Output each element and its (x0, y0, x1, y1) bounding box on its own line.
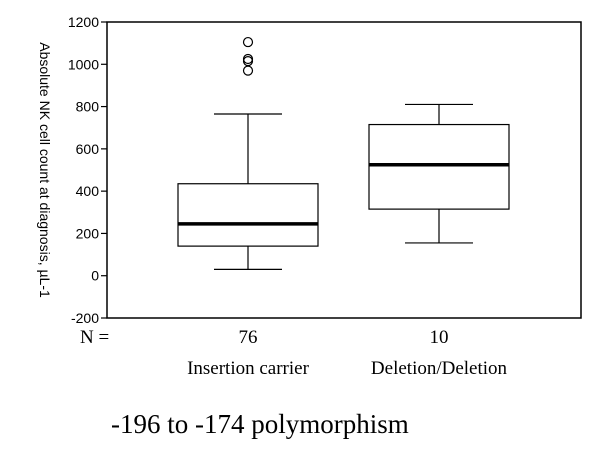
y-tick-label: 1000 (68, 56, 99, 72)
y-tick-label: 400 (76, 183, 100, 199)
outlier-point (242, 65, 254, 76)
y-tick-label: 1200 (68, 14, 99, 30)
y-axis: -200 0 200 400 600 800 1000 1200 (68, 14, 107, 326)
y-tick-label: 200 (76, 225, 100, 241)
x-axis-title: -196 to -174 polymorphism (111, 409, 409, 439)
y-axis-label: Absolute NK cell count at diagnosis, µL-… (37, 42, 53, 298)
n-label: N = (80, 327, 109, 348)
y-tick-label: 600 (76, 141, 100, 157)
box-series: 76 Insertion carrier 10 Deletion/Deletion (177, 36, 510, 379)
n-count-label: 10 (430, 327, 449, 348)
box-group: 10 Deletion/Deletion (368, 103, 510, 379)
y-tick-label: 800 (76, 99, 100, 115)
y-tick-label: -200 (71, 310, 99, 326)
box-iqr (177, 183, 319, 247)
n-count-label: 76 (239, 327, 258, 348)
outlier-point (242, 53, 254, 65)
box-group: 76 Insertion carrier (177, 36, 319, 379)
box-iqr (368, 123, 510, 210)
outlier-point (242, 56, 254, 67)
category-label: Deletion/Deletion (371, 358, 508, 379)
category-label: Insertion carrier (187, 358, 310, 379)
outlier-point (242, 36, 254, 48)
y-tick-label: 0 (91, 268, 99, 284)
plot-frame (106, 21, 582, 319)
